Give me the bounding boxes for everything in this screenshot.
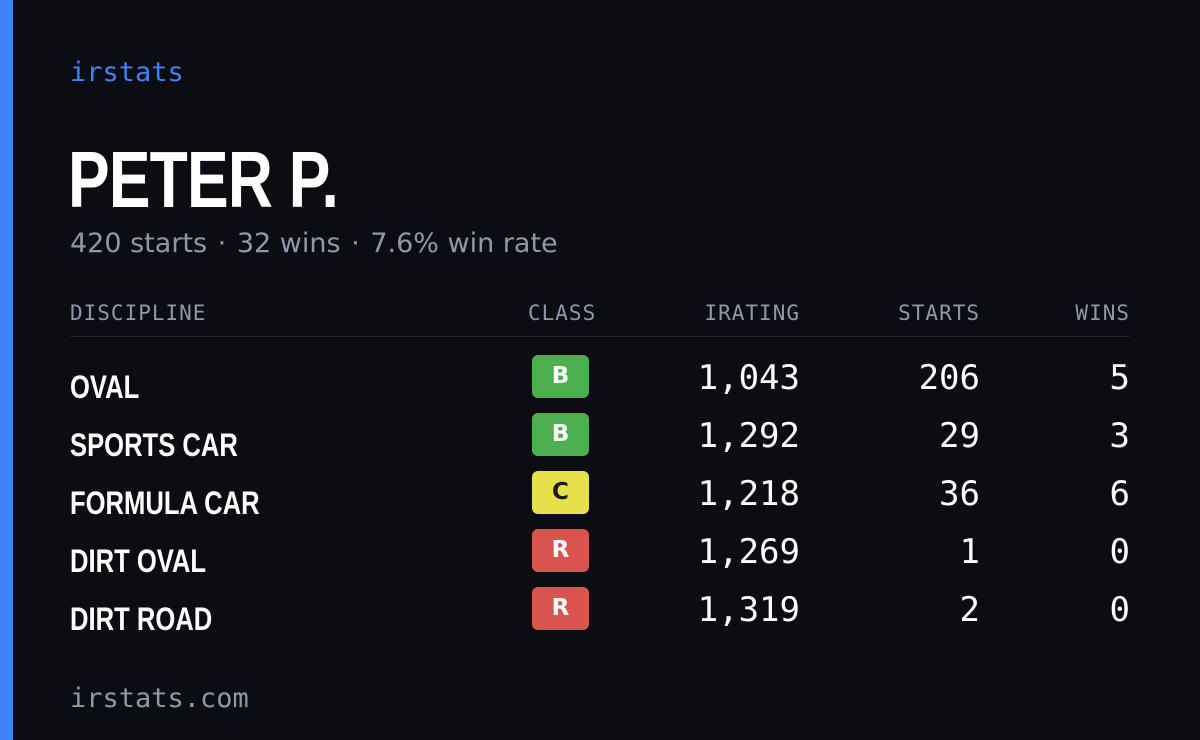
player-name: PETER P. xyxy=(68,135,339,224)
discipline-name: DIRT ROAD xyxy=(70,601,213,637)
class-badge: C xyxy=(532,471,589,514)
header-irating: IRATING xyxy=(704,301,800,325)
brand-logo-text: irstats xyxy=(70,57,184,88)
header-class: CLASS xyxy=(528,301,597,325)
summary-separator: · xyxy=(217,228,227,259)
class-badge: B xyxy=(532,355,589,398)
summary-win-rate: 7.6% win rate xyxy=(370,228,558,259)
accent-bar xyxy=(0,0,13,740)
starts-value: 29 xyxy=(939,416,980,456)
table-body: OVAL B 1,043 206 5 SPORTS CAR B 1,292 29… xyxy=(70,355,1130,645)
table-row: FORMULA CAR C 1,218 36 6 xyxy=(70,471,1130,529)
irating-value: 1,218 xyxy=(697,474,800,514)
starts-value: 1 xyxy=(959,532,980,572)
summary-starts: 420 starts xyxy=(70,228,208,259)
wins-value: 5 xyxy=(1109,358,1130,398)
class-badge: R xyxy=(532,529,589,572)
footer-url: irstats.com xyxy=(70,683,249,714)
table-row: OVAL B 1,043 206 5 xyxy=(70,355,1130,413)
table-row: DIRT OVAL R 1,269 1 0 xyxy=(70,529,1130,587)
discipline-name: DIRT OVAL xyxy=(70,543,207,579)
starts-value: 206 xyxy=(918,358,980,398)
wins-value: 3 xyxy=(1109,416,1130,456)
table-header: DISCIPLINE CLASS IRATING STARTS WINS xyxy=(70,296,1130,337)
discipline-name: OVAL xyxy=(70,369,140,405)
summary-wins: 32 wins xyxy=(236,228,341,259)
header-discipline: DISCIPLINE xyxy=(70,301,207,325)
table-row: DIRT ROAD R 1,319 2 0 xyxy=(70,587,1130,645)
class-badge: R xyxy=(532,587,589,630)
discipline-name: FORMULA CAR xyxy=(70,485,260,521)
starts-value: 36 xyxy=(939,474,980,514)
starts-value: 2 xyxy=(959,590,980,630)
wins-value: 0 xyxy=(1109,590,1130,630)
summary-separator: · xyxy=(351,228,360,259)
class-badge: B xyxy=(532,413,589,456)
header-starts: STARTS xyxy=(898,301,980,325)
table-row: SPORTS CAR B 1,292 29 3 xyxy=(70,413,1130,471)
irating-value: 1,292 xyxy=(697,416,800,456)
wins-value: 0 xyxy=(1109,532,1130,572)
irating-value: 1,043 xyxy=(697,358,800,398)
irating-value: 1,319 xyxy=(697,590,800,630)
wins-value: 6 xyxy=(1109,474,1130,514)
irating-value: 1,269 xyxy=(697,532,800,572)
player-summary: 420 starts · 32 wins · 7.6% win rate xyxy=(70,226,558,262)
header-wins: WINS xyxy=(1075,301,1130,325)
discipline-table: DISCIPLINE CLASS IRATING STARTS WINS OVA… xyxy=(70,296,1130,637)
discipline-name: SPORTS CAR xyxy=(70,427,238,463)
